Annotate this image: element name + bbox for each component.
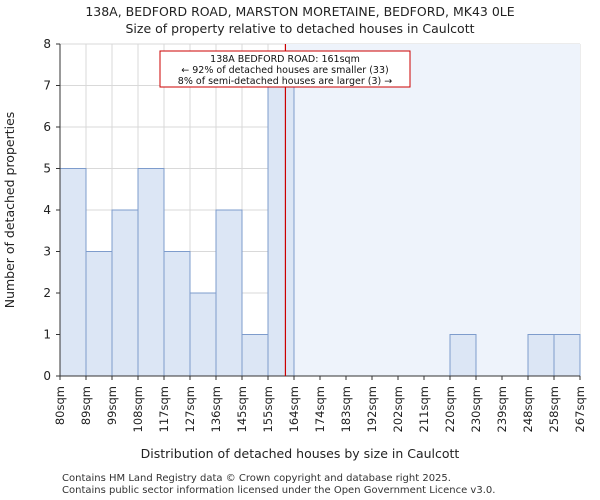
x-tick-label: 192sqm bbox=[365, 386, 379, 432]
histogram-bar bbox=[163, 251, 191, 377]
x-tick-label: 183sqm bbox=[339, 386, 353, 432]
histogram-bar bbox=[137, 168, 165, 377]
y-tick-label: 8 bbox=[43, 37, 51, 51]
histogram-bar bbox=[189, 292, 217, 377]
y-tick-label: 3 bbox=[43, 245, 51, 259]
histogram-bar bbox=[241, 334, 269, 377]
histogram-bar bbox=[267, 85, 295, 377]
histogram-bar bbox=[85, 251, 113, 377]
histogram-bar bbox=[527, 334, 555, 377]
chart-subtitle: Size of property relative to detached ho… bbox=[125, 21, 475, 36]
x-tick-label: 80sqm bbox=[53, 386, 67, 425]
chart-title-address: 138A, BEDFORD ROAD, MARSTON MORETAINE, B… bbox=[85, 4, 515, 19]
x-tick-label: 108sqm bbox=[131, 386, 145, 432]
footer-licence: Contains public sector information licen… bbox=[62, 485, 496, 496]
histogram-bar bbox=[215, 209, 243, 377]
histogram-bar bbox=[553, 334, 581, 377]
y-tick-label: 7 bbox=[43, 79, 51, 93]
y-tick-label: 4 bbox=[43, 203, 51, 217]
x-tick-label: 211sqm bbox=[417, 386, 431, 432]
y-axis-title: Number of detached properties bbox=[2, 112, 17, 309]
annotation-line: 8% of semi-detached houses are larger (3… bbox=[178, 76, 392, 87]
x-tick-label: 99sqm bbox=[105, 386, 119, 425]
histogram-bar bbox=[449, 334, 477, 377]
x-tick-label: 174sqm bbox=[313, 386, 327, 432]
larger-region-shade bbox=[285, 44, 580, 376]
x-tick-label: 136sqm bbox=[209, 386, 223, 432]
x-tick-label: 127sqm bbox=[183, 386, 197, 432]
x-tick-label: 117sqm bbox=[157, 386, 171, 432]
y-tick-label: 0 bbox=[43, 369, 51, 383]
x-tick-label: 89sqm bbox=[79, 386, 93, 425]
x-tick-label: 155sqm bbox=[261, 386, 275, 432]
histogram-bar bbox=[111, 209, 139, 377]
x-tick-label: 248sqm bbox=[521, 386, 535, 432]
histogram-bar bbox=[59, 168, 87, 377]
annotation-line: 138A BEDFORD ROAD: 161sqm bbox=[210, 54, 360, 65]
y-tick-label: 6 bbox=[43, 120, 51, 134]
x-tick-label: 239sqm bbox=[495, 386, 509, 432]
annotation-line: ← 92% of detached houses are smaller (33… bbox=[181, 65, 388, 76]
x-axis-title: Distribution of detached houses by size … bbox=[141, 446, 460, 461]
annotation-box bbox=[159, 50, 411, 88]
x-tick-label: 164sqm bbox=[287, 386, 301, 432]
x-tick-label: 230sqm bbox=[469, 386, 483, 432]
y-tick-label: 2 bbox=[43, 286, 51, 300]
y-tick-label: 1 bbox=[43, 328, 51, 342]
x-tick-label: 145sqm bbox=[235, 386, 249, 432]
y-tick-label: 5 bbox=[43, 162, 51, 176]
x-tick-label: 220sqm bbox=[443, 386, 457, 432]
x-tick-label: 258sqm bbox=[547, 386, 561, 432]
x-tick-label: 267sqm bbox=[573, 386, 587, 432]
x-tick-label: 202sqm bbox=[391, 386, 405, 432]
footer-copyright: Contains HM Land Registry data © Crown c… bbox=[62, 473, 451, 484]
